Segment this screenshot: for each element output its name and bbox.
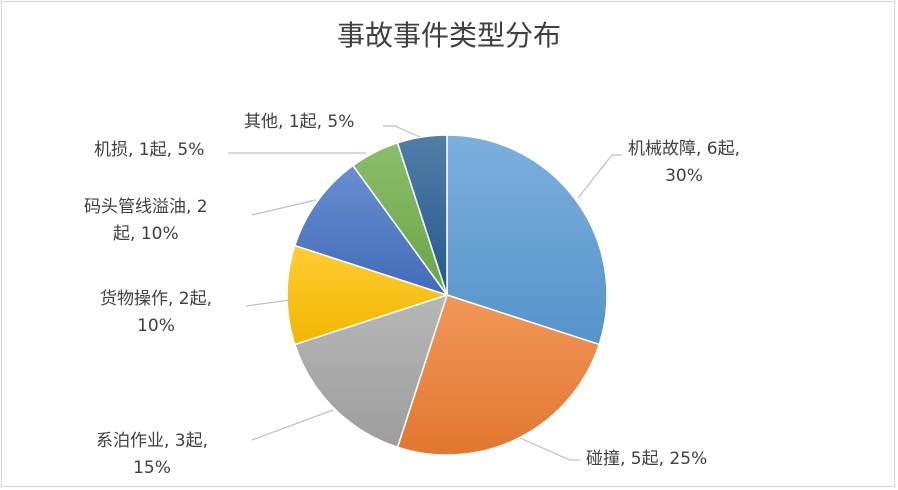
data-label-line: 15% [133, 458, 171, 478]
data-label-line: 货物操作, 2起, [100, 289, 213, 309]
data-label-line: 30% [665, 166, 703, 186]
data-label-2: 系泊作业, 3起, 15% [96, 428, 208, 482]
leader-line-6 [383, 125, 421, 138]
data-label-line: 系泊作业, 3起, [96, 431, 209, 451]
data-label-0: 机械故障, 6起, 30% [628, 136, 740, 190]
pie-slice-4 [293, 164, 449, 297]
leader-line-2 [251, 409, 334, 441]
leader-line-3 [245, 299, 291, 307]
leader-line-0 [577, 154, 622, 199]
data-label-3: 货物操作, 2起, 10% [100, 286, 212, 340]
data-label-line: 码头管线溢油, 2 [84, 197, 208, 217]
data-label-line: 起, 10% [113, 224, 179, 244]
data-label-5: 机损, 1起, 5% [94, 137, 204, 164]
leader-line-4 [251, 199, 317, 216]
pie-slice-6 [396, 134, 448, 296]
data-label-line: 10% [137, 316, 175, 336]
data-label-line: 其他, 1起, 5% [244, 112, 355, 132]
pie-slice-3 [286, 244, 450, 346]
data-label-line: 机械故障, 6起, [628, 139, 741, 159]
pie-slice-2 [293, 293, 449, 449]
data-label-line: 碰撞, 5起, 25% [586, 449, 708, 469]
pie-slice-1 [396, 294, 601, 456]
data-label-1: 碰撞, 5起, 25% [586, 446, 707, 473]
data-label-4: 码头管线溢油, 2 起, 10% [84, 194, 208, 248]
chart-title: 事故事件类型分布 [336, 19, 561, 52]
data-label-6: 其他, 1起, 5% [244, 109, 354, 136]
leader-line-1 [519, 437, 580, 461]
data-label-line: 机损, 1起, 5% [94, 140, 205, 160]
pie-slice-0 [446, 134, 608, 346]
